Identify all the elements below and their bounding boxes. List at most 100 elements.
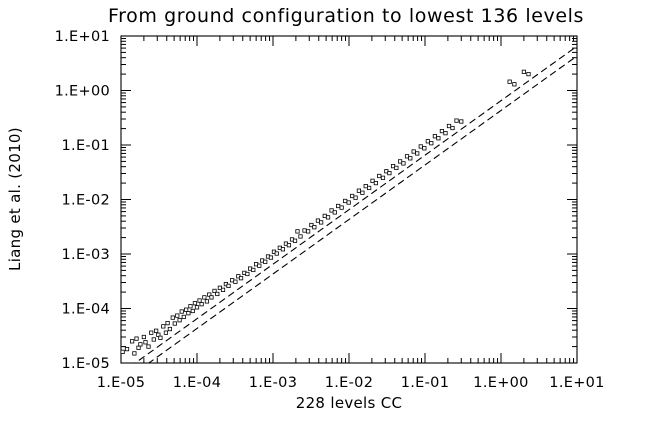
data-point (177, 318, 182, 323)
data-point (134, 336, 139, 341)
data-point (526, 71, 531, 77)
data-points (120, 69, 531, 356)
data-point (397, 159, 403, 164)
data-point (309, 222, 314, 228)
data-point (204, 299, 210, 304)
axis-ticks (120, 35, 578, 364)
data-point (454, 118, 459, 123)
x-tick-label: 1.E-05 (97, 375, 145, 391)
data-point (387, 171, 392, 176)
data-point (141, 334, 146, 340)
data-point (163, 330, 169, 335)
data-point (146, 344, 151, 349)
data-point (149, 330, 154, 335)
y-tick-labels: 1.E-05 1.E-04 1.E-03 1.E-02 1.E-01 1.E+00 1.E+… (55, 29, 110, 372)
data-point (202, 295, 207, 300)
data-point (350, 193, 355, 199)
data-point (238, 276, 244, 281)
data-point (443, 131, 448, 136)
data-point (179, 309, 184, 314)
reference-lines (134, 45, 577, 363)
data-point (184, 307, 189, 312)
data-point (170, 315, 175, 320)
y-tick-label: 1.E-01 (62, 138, 110, 154)
dashed-reference-line (134, 45, 577, 363)
data-point (370, 178, 375, 183)
data-point (401, 161, 406, 166)
data-point (136, 345, 141, 350)
data-point (138, 342, 143, 347)
data-point (251, 267, 256, 273)
y-tick-label: 1.E-03 (62, 247, 110, 263)
x-tick-label: 1.E-01 (401, 375, 449, 391)
x-tick-label: 1.E+01 (549, 375, 604, 391)
x-tick-label: 1.E-03 (249, 375, 297, 391)
data-point (172, 321, 177, 326)
data-point (363, 184, 368, 189)
data-point (425, 139, 430, 144)
y-tick-label: 1.E-04 (62, 302, 110, 318)
data-point (295, 229, 300, 234)
data-point (158, 335, 163, 340)
data-point (343, 198, 348, 204)
data-point (197, 298, 202, 303)
data-point (418, 144, 423, 149)
data-point (432, 134, 438, 139)
data-point (245, 271, 250, 277)
data-point (292, 238, 298, 243)
data-point (263, 259, 268, 264)
data-point (298, 234, 303, 239)
data-point (507, 79, 512, 84)
y-tick-label: 1.E-02 (62, 193, 110, 209)
data-point (360, 190, 365, 195)
data-point (124, 346, 130, 352)
data-point (257, 263, 262, 268)
chart-title: From ground configuration to lowest 136 … (108, 5, 584, 27)
data-point (188, 304, 193, 309)
data-point (436, 136, 441, 141)
data-point (154, 328, 159, 333)
data-point (151, 337, 156, 342)
data-point (353, 195, 358, 200)
data-point (346, 200, 351, 205)
dashed-reference-line (147, 55, 577, 363)
data-point (521, 69, 526, 74)
data-point (143, 340, 148, 345)
data-point (356, 188, 362, 193)
x-axis-label: 228 levels CC (296, 394, 403, 412)
data-point (373, 180, 379, 186)
data-point (120, 349, 125, 354)
data-point (415, 151, 420, 156)
data-point (132, 351, 137, 356)
data-point (336, 203, 341, 209)
data-point (190, 308, 195, 314)
x-tick-labels: 1.E-05 1.E-04 1.E-03 1.E-02 1.E-01 1.E+00 1.E+… (97, 375, 605, 391)
data-point (130, 339, 135, 344)
data-point (274, 251, 279, 256)
data-point (186, 311, 191, 316)
data-point (192, 301, 198, 306)
data-point (165, 320, 170, 326)
data-point (286, 243, 292, 248)
x-tick-label: 1.E+00 (473, 375, 528, 391)
y-tick-label: 1.E+00 (55, 84, 110, 100)
data-point (325, 215, 331, 220)
data-point (167, 326, 173, 332)
data-point (459, 119, 464, 124)
data-point (220, 287, 226, 292)
data-point (411, 149, 416, 154)
data-point (339, 205, 344, 210)
y-tick-label: 1.E-05 (62, 356, 110, 372)
data-point (280, 247, 286, 252)
y-tick-label: 1.E+01 (55, 29, 110, 45)
data-point (422, 146, 427, 151)
data-point (439, 128, 445, 134)
data-point (450, 125, 455, 131)
data-point (446, 123, 452, 129)
data-point (194, 305, 200, 310)
data-point (306, 229, 311, 234)
data-point (209, 295, 214, 300)
data-point (332, 210, 337, 215)
